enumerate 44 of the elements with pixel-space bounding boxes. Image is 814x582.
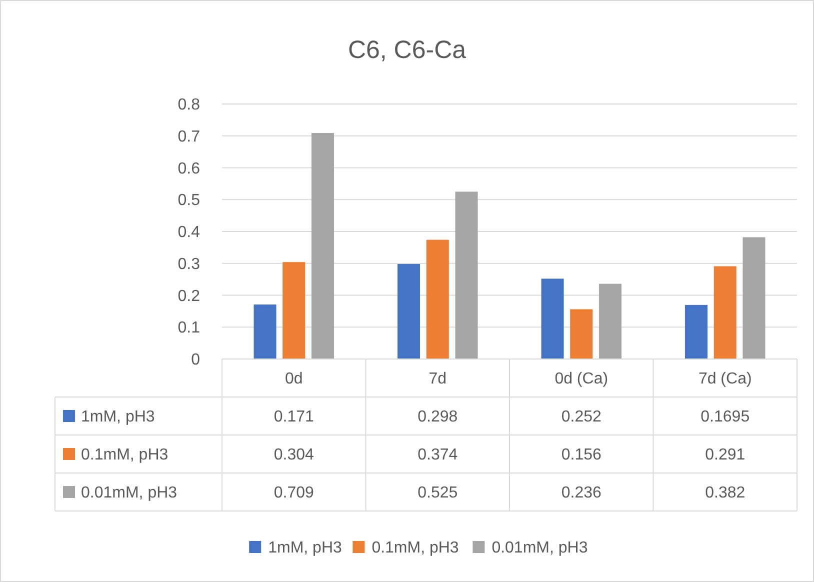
data-label: 0.298 [418,408,458,426]
text: 0.01mM, pH3 [81,484,178,502]
bar [570,309,593,359]
bar [455,192,478,359]
data-label: 0.236 [561,484,602,502]
legend-label: 0.01mM, pH3 [492,540,588,557]
y-tick-label: 0.3 [178,256,200,273]
y-tick-label: 0.6 [178,160,200,178]
data-label: 0.709 [274,484,314,502]
bar [714,266,736,359]
y-tick-label: 0.4 [178,224,200,242]
text: 1mM, pH3 [268,540,342,557]
data-label: 0.291 [705,446,746,464]
data-label: 0.156 [561,446,602,464]
y-tick-label: 0.7 [178,128,200,146]
bar [685,304,708,359]
bar [742,237,766,359]
data-label: 0.1695 [700,408,750,426]
y-tick-label: 0 [191,352,200,369]
chart-title: C6, C6-Ca [348,36,466,64]
x-tick-label: 0d (Ca) [554,370,608,388]
y-tick-label: 0.2 [178,288,200,305]
legend-label: 1mM, pH3 [81,408,155,426]
y-tick-label: 0.8 [178,96,200,114]
bar [282,262,306,359]
x-tick-label: 7d (Ca) [698,370,752,388]
data-label: 0.374 [418,446,458,464]
legend-label: 0.1mM, pH3 [81,446,168,464]
x-tick-label: 0d [284,370,303,388]
x-tick-label: 7d [428,370,447,388]
bar [598,284,622,359]
bar [541,278,564,359]
data-label: 0.382 [705,484,746,502]
data-label: 0.252 [561,408,602,426]
bar [398,264,420,359]
data-label: 0.525 [418,484,458,502]
data-label: 0.171 [274,408,314,426]
text: 0.1mM, pH3 [372,540,459,557]
data-label: 0.304 [274,446,314,464]
bar [426,240,449,359]
bar [254,304,276,359]
y-tick-label: 0.5 [178,192,200,210]
y-tick-label: 0.1 [178,320,200,337]
bar [311,133,334,359]
